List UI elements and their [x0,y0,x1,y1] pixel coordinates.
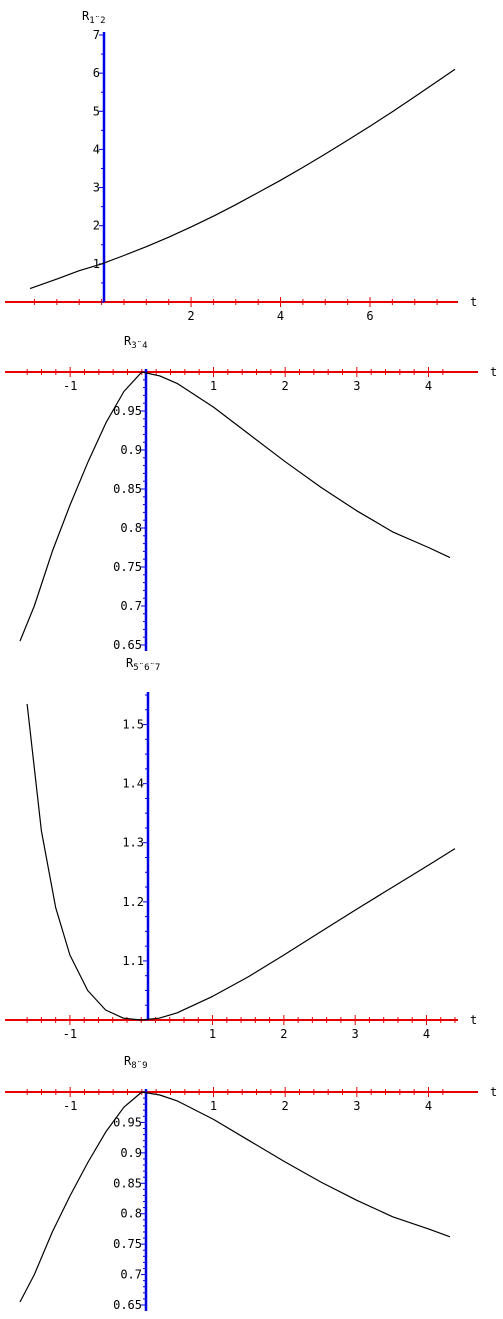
x-tick-label: 4 [425,379,432,393]
y-tick-label: 7 [93,28,100,42]
y-axis-title: R3¨4 [124,334,148,351]
x-tick-label: 2 [280,1027,287,1041]
y-tick-label: 1.2 [122,895,144,909]
x-tick-label: 4 [423,1027,430,1041]
x-tick-label: 1 [209,1027,216,1041]
x-tick-label: -1 [63,1099,77,1113]
y-tick-label: 6 [93,66,100,80]
y-tick-label: 0.75 [113,560,142,574]
x-tick-label: 3 [353,379,360,393]
y-tick-label: 3 [93,181,100,195]
y-tick-label: 1.4 [122,777,144,791]
y-tick-label: 1 [93,257,100,271]
plot-panel-1: 2 4 6 1 2 3 4 5 6 7 R1¨2 t [5,9,477,323]
x-tick-label: 3 [352,1027,359,1041]
y-tick-label: 0.65 [113,638,142,652]
y-tick-label: 0.75 [113,1237,142,1251]
plot-panel-2: -1 1 2 3 4 0.65 0.7 0.75 0.8 0.85 0.9 0.95 R3¨4 t [5,334,497,652]
y-tick-label: 0.7 [120,599,142,613]
y-tick-label: 0.8 [120,521,142,535]
y-tick-label: 5 [93,104,100,118]
series-line-1 [26,703,456,1021]
series-line-1 [19,1091,451,1303]
x-axis-label: t [470,295,477,309]
y-tick-label: 0.8 [120,1207,142,1221]
y-tick-label: 1.5 [122,718,144,732]
x-tick-label: 1 [210,379,217,393]
y-tick-label: 4 [93,142,100,156]
plot-panel-4: -1 1 2 3 4 0.65 0.7 0.75 0.8 0.85 0.9 0.95 R8¨9 t [5,1054,497,1312]
x-axis-label: t [470,1013,477,1027]
y-tick-label: 1.3 [122,836,144,850]
y-axis-title-subscript: 1¨2 [89,16,105,26]
x-tick-label: -1 [63,379,77,393]
x-tick-label: 3 [353,1099,360,1113]
y-axis-title: R1¨2 [82,9,106,26]
x-tick-label: 1 [210,1099,217,1113]
y-tick-label: 0.7 [120,1268,142,1282]
y-tick-label: 0.85 [113,482,142,496]
y-tick-label: 1.1 [122,954,144,968]
series-line-1 [19,371,451,642]
series-line-1 [29,68,456,290]
y-tick-label: 0.85 [113,1176,142,1190]
y-tick-label: 2 [93,219,100,233]
x-tick-label: 6 [366,309,373,323]
y-tick-label: 0.9 [120,443,142,457]
y-axis-title-subscript: 3¨4 [131,341,147,351]
y-tick-label: 0.9 [120,1146,142,1160]
x-tick-label: 2 [282,379,289,393]
y-tick-label: 0.95 [113,1115,142,1129]
y-axis-title-subscript: 5¨6¨7 [133,663,160,673]
y-axis-title: R8¨9 [124,1054,148,1071]
y-tick-label: 0.95 [113,404,142,418]
x-axis-label: t [490,365,497,379]
x-tick-label: 4 [277,309,284,323]
y-axis-title: R5¨6¨7 [126,656,160,673]
y-axis-title-subscript: 8¨9 [131,1061,147,1071]
x-tick-label: -1 [63,1027,77,1041]
x-axis-label: t [490,1085,497,1099]
y-tick-label: 0.65 [113,1298,142,1312]
x-tick-label: 4 [425,1099,432,1113]
plot-panel-3: -1 1 2 3 4 1.1 1.2 1.3 1.4 1.5 R5¨6¨7 t [5,656,477,1041]
x-tick-label: 2 [187,309,194,323]
x-tick-label: 2 [282,1099,289,1113]
